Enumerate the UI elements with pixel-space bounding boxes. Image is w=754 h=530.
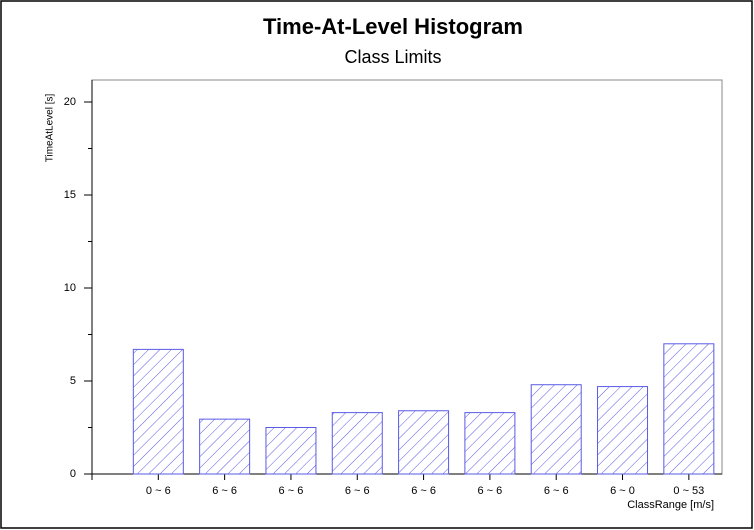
x-tick-label: 0 ~ 6 [146,485,171,497]
y-tick-label: 0 [70,468,76,480]
bar [530,384,582,475]
chart-title: Time-At-Level Histogram [263,14,523,39]
x-tick-label: 6 ~ 0 [610,485,635,497]
y-tick-label: 20 [64,96,76,108]
x-tick-label: 0 ~ 53 [673,485,704,497]
x-tick-label: 6 ~ 6 [411,485,436,497]
y-axis-label: TimeAtLevel [s] [45,94,56,163]
bar [331,412,383,475]
bar [132,348,184,475]
x-tick-label: 6 ~ 6 [544,485,569,497]
x-tick-label: 6 ~ 6 [279,485,304,497]
bar [464,412,516,475]
bar [265,427,317,475]
x-tick-label: 6 ~ 6 [345,485,370,497]
x-tick-label: 6 ~ 6 [212,485,237,497]
bar [597,386,649,475]
x-axis-label: ClassRange [m/s] [627,499,714,511]
y-tick-label: 15 [64,189,76,201]
bar [199,418,251,475]
bar [398,410,450,475]
bar [663,343,715,475]
y-tick-label: 10 [64,282,76,294]
chart-subtitle: Class Limits [344,47,441,67]
x-tick-label: 6 ~ 6 [478,485,503,497]
y-tick-label: 5 [70,375,76,387]
